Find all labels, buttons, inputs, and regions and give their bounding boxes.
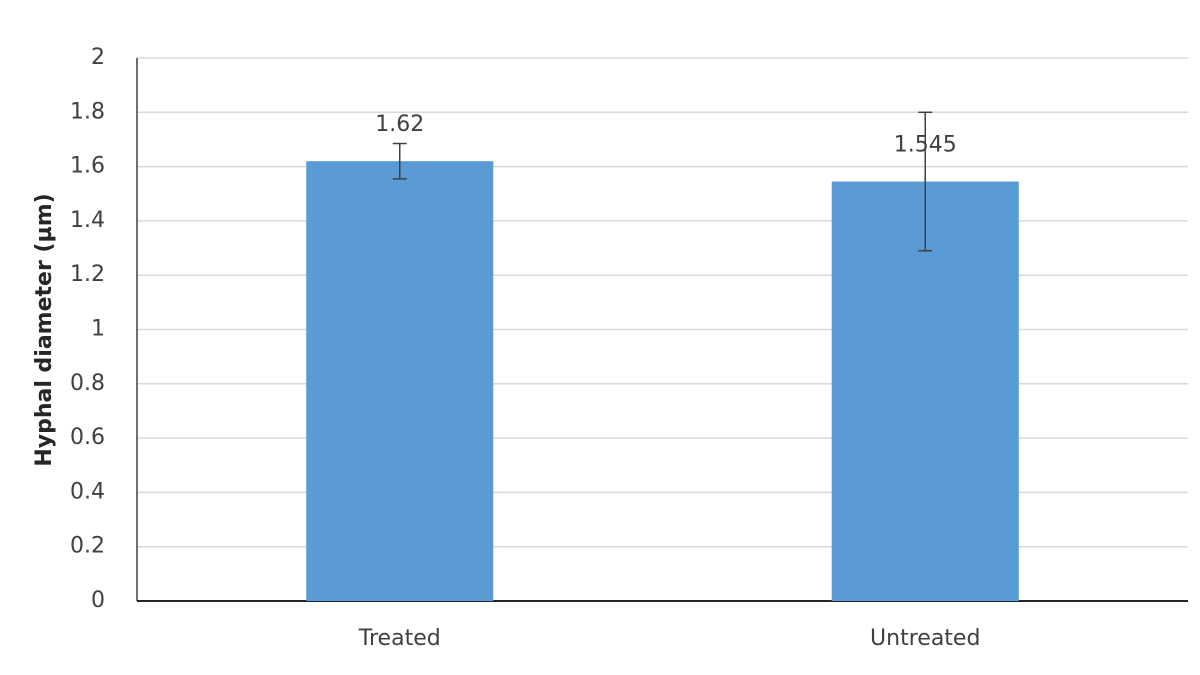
y-tick-label: 1.4 bbox=[70, 208, 105, 233]
y-tick-label: 2 bbox=[91, 45, 105, 70]
error-bar bbox=[392, 142, 407, 180]
value-label: 1.62 bbox=[375, 112, 424, 137]
x-tick-label: Untreated bbox=[870, 626, 980, 651]
y-tick-label: 1.2 bbox=[70, 262, 105, 287]
y-tick-label: 1.8 bbox=[70, 99, 105, 124]
x-tick-label: Treated bbox=[358, 626, 441, 651]
y-tick-label: 1 bbox=[91, 317, 105, 342]
y-tick-label: 0.2 bbox=[70, 534, 105, 559]
y-tick-label: 0.6 bbox=[70, 425, 105, 450]
bar bbox=[306, 161, 494, 602]
error-bar bbox=[918, 111, 933, 252]
value-label: 1.545 bbox=[894, 133, 957, 158]
y-tick-label: 0.8 bbox=[70, 371, 105, 396]
y-tick-label: 0.4 bbox=[70, 479, 105, 504]
y-tick-label: 0 bbox=[91, 588, 105, 613]
y-axis-title: Hyphal diameter (µm) bbox=[32, 193, 57, 466]
y-tick-label: 1.6 bbox=[70, 154, 105, 179]
